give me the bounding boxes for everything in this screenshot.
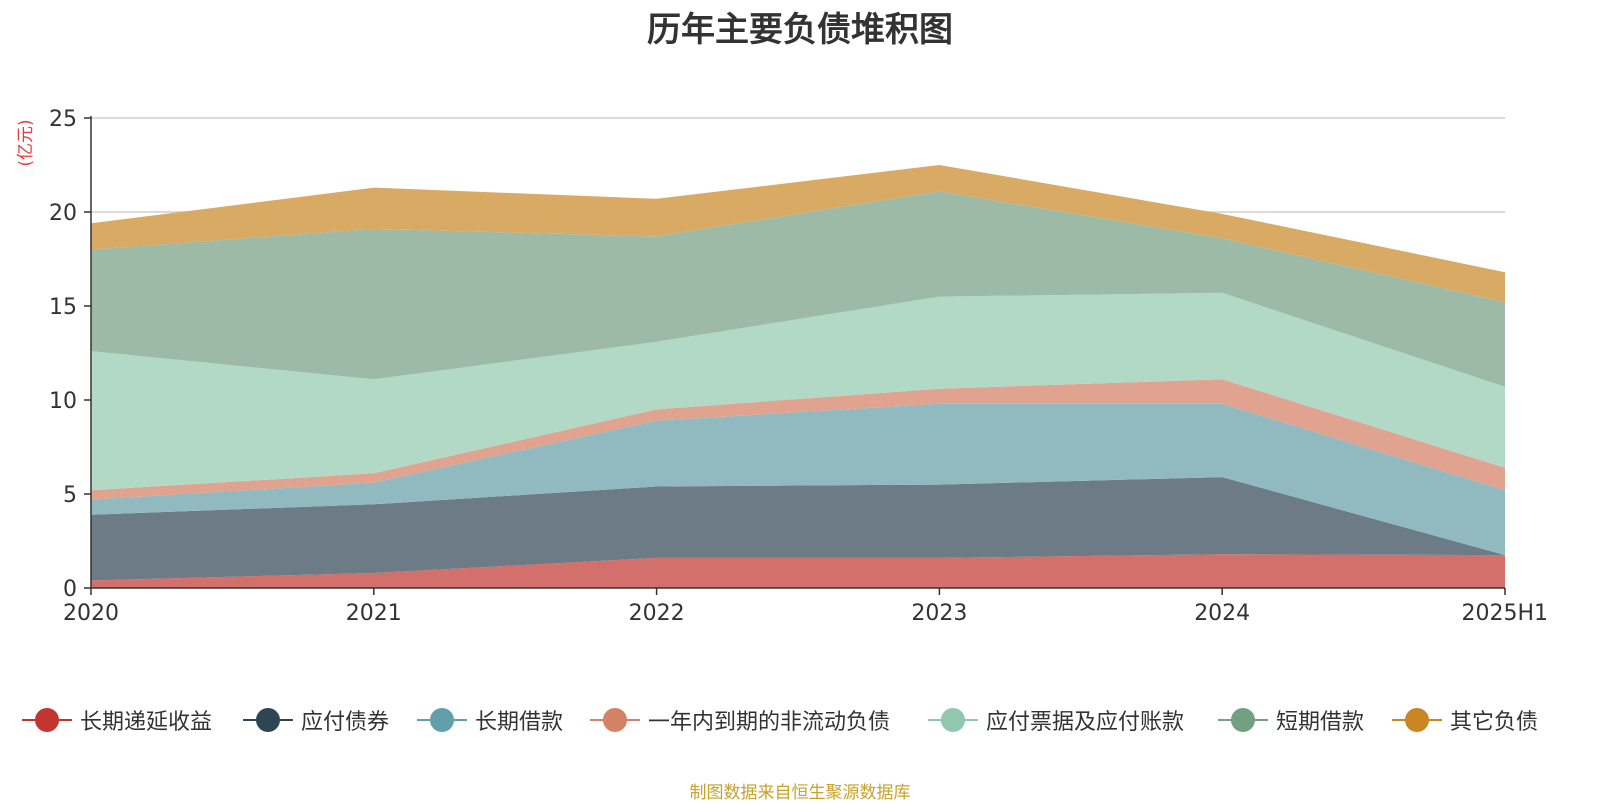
legend-marker-icon	[1392, 708, 1442, 732]
y-tick-label-1: 5	[63, 483, 77, 508]
legend-label: 应付债券	[301, 710, 390, 735]
legend-label: 其它负债	[1450, 710, 1539, 735]
x-tick-label-2: 2022	[629, 601, 685, 626]
axes: 0 5 10 15 20 25 2020 2021 2022 2023 2024 2025H1	[49, 107, 1548, 626]
legend-item-0[interactable]: 长期递延收益	[22, 700, 212, 740]
legend-item-4[interactable]: 应付票据及应付账款	[928, 700, 1184, 740]
chart-title: 历年主要负债堆积图	[647, 10, 953, 50]
y-tick-label-2: 10	[49, 389, 77, 414]
area-series-3	[91, 379, 1505, 500]
legend-item-6[interactable]: 其它负债	[1392, 700, 1538, 740]
area-layers	[91, 165, 1505, 588]
legend-marker-icon	[22, 708, 72, 732]
y-tick-label-4: 20	[49, 201, 77, 226]
y-tick-label-5: 25	[49, 107, 77, 132]
legend-item-1[interactable]: 应付债券	[243, 700, 389, 740]
x-tick-label-0: 2020	[63, 601, 119, 626]
y-axis-label: (亿元)	[16, 119, 36, 166]
x-tick-label-1: 2021	[346, 601, 402, 626]
legend: 长期递延收益 应付债券 长期借款 一年内到期的非流动负债 应付票据及应付账款 短期借款 其它…	[0, 700, 1600, 740]
area-series-5	[91, 191, 1505, 387]
x-tick-label-3: 2023	[911, 601, 967, 626]
legend-label: 一年内到期的非流动负债	[648, 710, 891, 735]
x-tick-label-4: 2024	[1194, 601, 1250, 626]
legend-marker-icon	[590, 708, 640, 732]
y-tick-label-3: 15	[49, 295, 77, 320]
data-source-note: 制图数据来自恒生聚源数据库	[689, 783, 911, 803]
area-series-2	[91, 403, 1505, 556]
legend-label: 长期递延收益	[80, 710, 213, 735]
legend-item-5[interactable]: 短期借款	[1218, 700, 1364, 740]
area-series-0	[91, 554, 1505, 588]
legend-marker-icon	[243, 708, 293, 732]
legend-marker-icon	[417, 708, 467, 732]
x-tick-label-5: 2025H1	[1461, 601, 1548, 626]
legend-marker-icon	[928, 708, 978, 732]
legend-item-3[interactable]: 一年内到期的非流动负债	[590, 700, 890, 740]
area-series-6	[91, 165, 1505, 303]
area-series-1	[91, 477, 1505, 581]
legend-label: 长期借款	[475, 710, 564, 735]
area-series-4	[91, 292, 1505, 491]
legend-label: 应付票据及应付账款	[986, 710, 1185, 735]
legend-item-2[interactable]: 长期借款	[417, 700, 563, 740]
legend-label: 短期借款	[1276, 710, 1365, 735]
stacked-area-chart: 0 5 10 15 20 25 2020 2021 2022 2023 2024 2025H1 (亿元…	[16, 107, 1548, 626]
y-tick-label-0: 0	[63, 577, 77, 602]
legend-marker-icon	[1218, 708, 1268, 732]
